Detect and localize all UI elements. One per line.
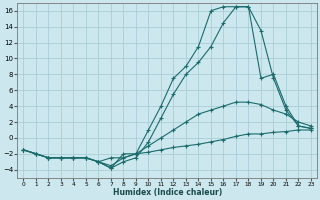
X-axis label: Humidex (Indice chaleur): Humidex (Indice chaleur) [113, 188, 222, 197]
